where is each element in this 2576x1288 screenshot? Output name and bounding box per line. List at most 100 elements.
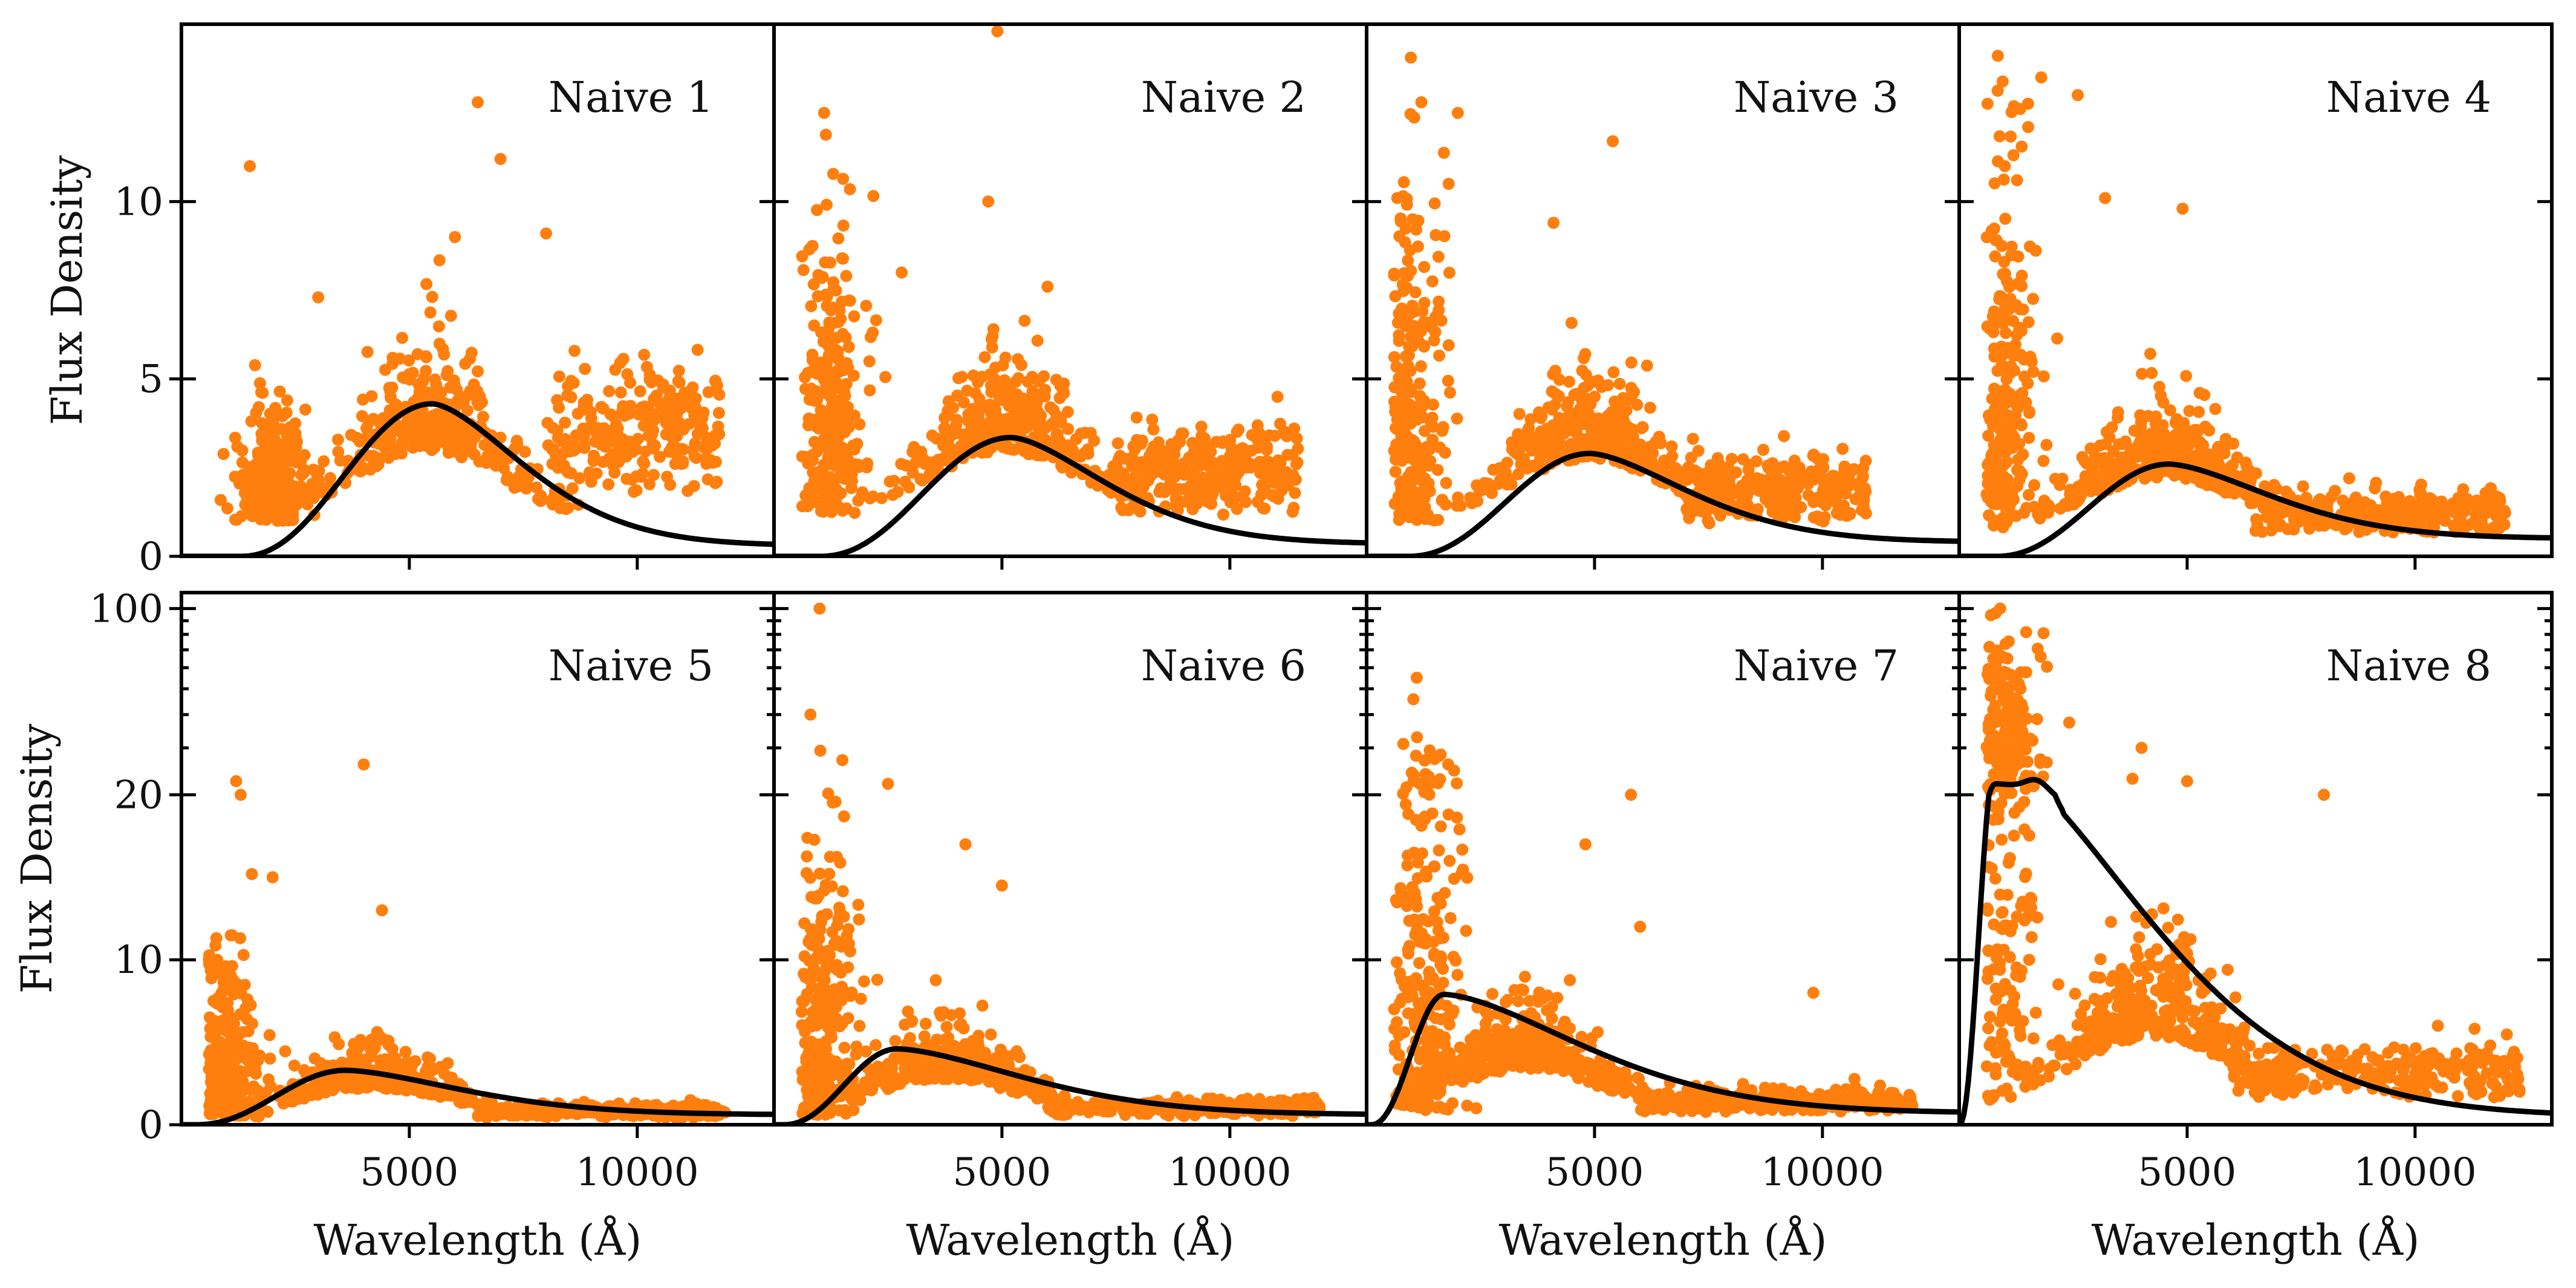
scatter-point [2369, 482, 2381, 495]
scatter-point [1194, 460, 1206, 472]
scatter-point [1519, 439, 1532, 452]
scatter-point [1789, 469, 1802, 481]
scatter-point [433, 337, 446, 350]
scatter-point [1136, 434, 1148, 447]
scatter-point [1415, 96, 1428, 109]
scatter-point [1852, 480, 1865, 493]
scatter-point [1018, 314, 1031, 327]
scatter-point [281, 394, 293, 407]
scatter-point [671, 430, 683, 443]
scatter-point [1286, 449, 1299, 461]
scatter-point [1130, 411, 1143, 424]
scatter-point [218, 1015, 230, 1027]
scatter-point [205, 972, 218, 984]
scatter-point [219, 1104, 232, 1117]
scatter-point [448, 379, 461, 391]
scatter-point [290, 440, 302, 453]
scatter-point [962, 408, 975, 420]
scatter-point [1438, 230, 1451, 242]
scatter-point [837, 252, 850, 265]
scatter-point [2484, 482, 2497, 495]
scatter-point [2136, 368, 2148, 380]
scatter-point [1400, 198, 1413, 211]
scatter-point [814, 498, 826, 510]
scatter-point [1389, 466, 1402, 478]
scatter-point [1422, 477, 1435, 490]
scatter-point [1286, 506, 1299, 518]
x-axis-label: Wavelength (Å) [314, 1215, 642, 1265]
scatter-point [2023, 432, 2035, 444]
scatter-point [1393, 329, 1405, 342]
scatter-point [1224, 496, 1237, 509]
scatter-point [713, 428, 726, 441]
scatter-point [1547, 216, 1560, 229]
scatter-point [803, 482, 816, 495]
scatter-point [816, 469, 828, 482]
scatter-point [207, 1016, 220, 1029]
scatter-point [1277, 427, 1289, 440]
scatter-point [1399, 505, 1412, 518]
scatter-point [1994, 11, 2006, 23]
scatter-point [1541, 427, 1554, 440]
scatter-point [2297, 514, 2310, 527]
scatter-point [827, 168, 839, 180]
scatter-point [579, 363, 591, 375]
scatter-point [246, 1047, 259, 1059]
scatter-point [1686, 432, 1699, 445]
scatter-point [472, 96, 484, 109]
scatter-point [1426, 275, 1439, 288]
scatter-point [847, 439, 859, 452]
scatter-point [247, 461, 260, 473]
scatter-point [675, 457, 688, 470]
scatter-point [1993, 130, 2006, 143]
scatter-point [955, 443, 967, 456]
scatter-point [1234, 454, 1247, 466]
scatter-point [1998, 4, 2010, 16]
scatter-point [1454, 499, 1467, 512]
scatter-point [1146, 414, 1159, 426]
scatter-point [246, 1017, 258, 1030]
scatter-point [2011, 174, 2023, 187]
y-tick-label: 0 [138, 1103, 163, 1148]
scatter-point [2016, 387, 2029, 399]
scatter-point [1616, 411, 1629, 423]
scatter-point [395, 442, 408, 455]
scatter-point [648, 469, 660, 481]
scatter-point [805, 300, 818, 313]
scatter-point [418, 423, 431, 435]
scatter-point [553, 370, 565, 383]
panel-title: Naive 5 [548, 641, 714, 691]
scatter-point [1050, 428, 1063, 441]
scatter-point [235, 789, 247, 801]
scatter-point [1692, 444, 1705, 457]
scatter-point [981, 417, 994, 430]
scatter-point [1533, 406, 1545, 418]
scatter-point [2157, 396, 2170, 409]
scatter-point [1252, 426, 1265, 439]
scatter-point [252, 449, 265, 462]
scatter-point [860, 299, 873, 312]
scatter-point [1153, 486, 1166, 498]
scatter-point [447, 428, 460, 441]
scatter-point [985, 333, 998, 345]
scatter-point [998, 424, 1011, 437]
scatter-point [1501, 478, 1514, 491]
scatter-point [421, 1051, 434, 1064]
scatter-point [282, 469, 294, 481]
scatter-point [1778, 430, 1791, 443]
scatter-point [409, 1055, 421, 1067]
scatter-point [527, 1104, 539, 1116]
scatter-point [1625, 356, 1638, 369]
scatter-point [1523, 421, 1535, 434]
scatter-point [284, 421, 297, 434]
scatter-point [2138, 446, 2150, 458]
scatter-point [2015, 418, 2028, 431]
scatter-point [700, 458, 713, 470]
scatter-point [1403, 382, 1416, 394]
scatter-point [317, 455, 330, 467]
scatter-point [1399, 449, 1411, 461]
scatter-point [2158, 427, 2170, 440]
scatter-point [1709, 472, 1722, 484]
scatter-point [1836, 443, 1849, 455]
scatter-point [1004, 384, 1016, 397]
